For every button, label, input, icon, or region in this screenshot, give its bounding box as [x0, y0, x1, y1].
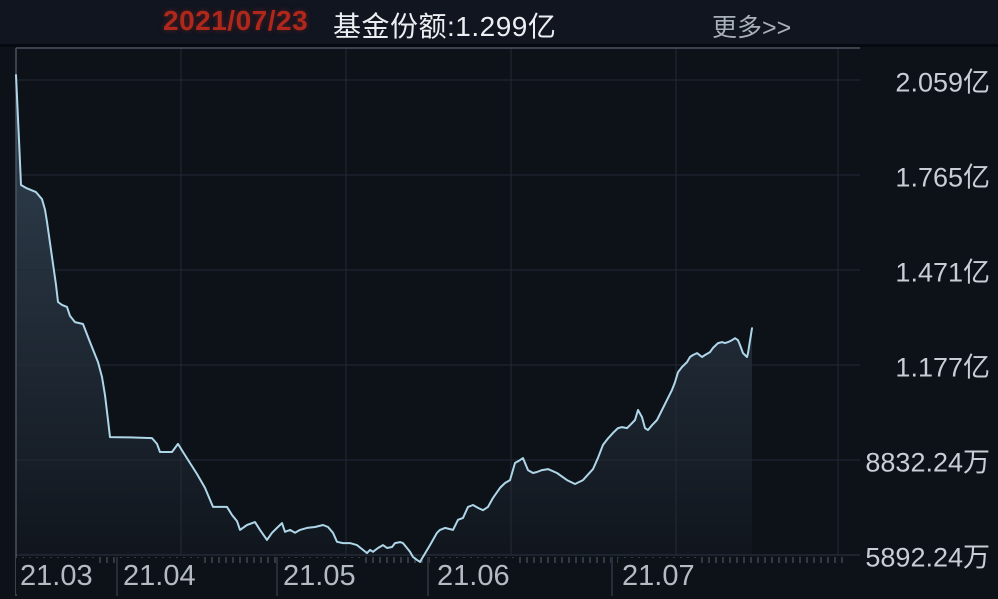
share-line — [15, 74, 753, 563]
more-link[interactable]: 更多>> — [712, 14, 792, 42]
chart-header: 2021/07/23 基金份额:1.299亿 更多>> — [0, 0, 998, 47]
area-fill — [16, 75, 752, 562]
fund-share-value-label: 基金份额:1.299亿 — [333, 11, 557, 42]
date-label: 2021/07/23 — [163, 5, 309, 36]
